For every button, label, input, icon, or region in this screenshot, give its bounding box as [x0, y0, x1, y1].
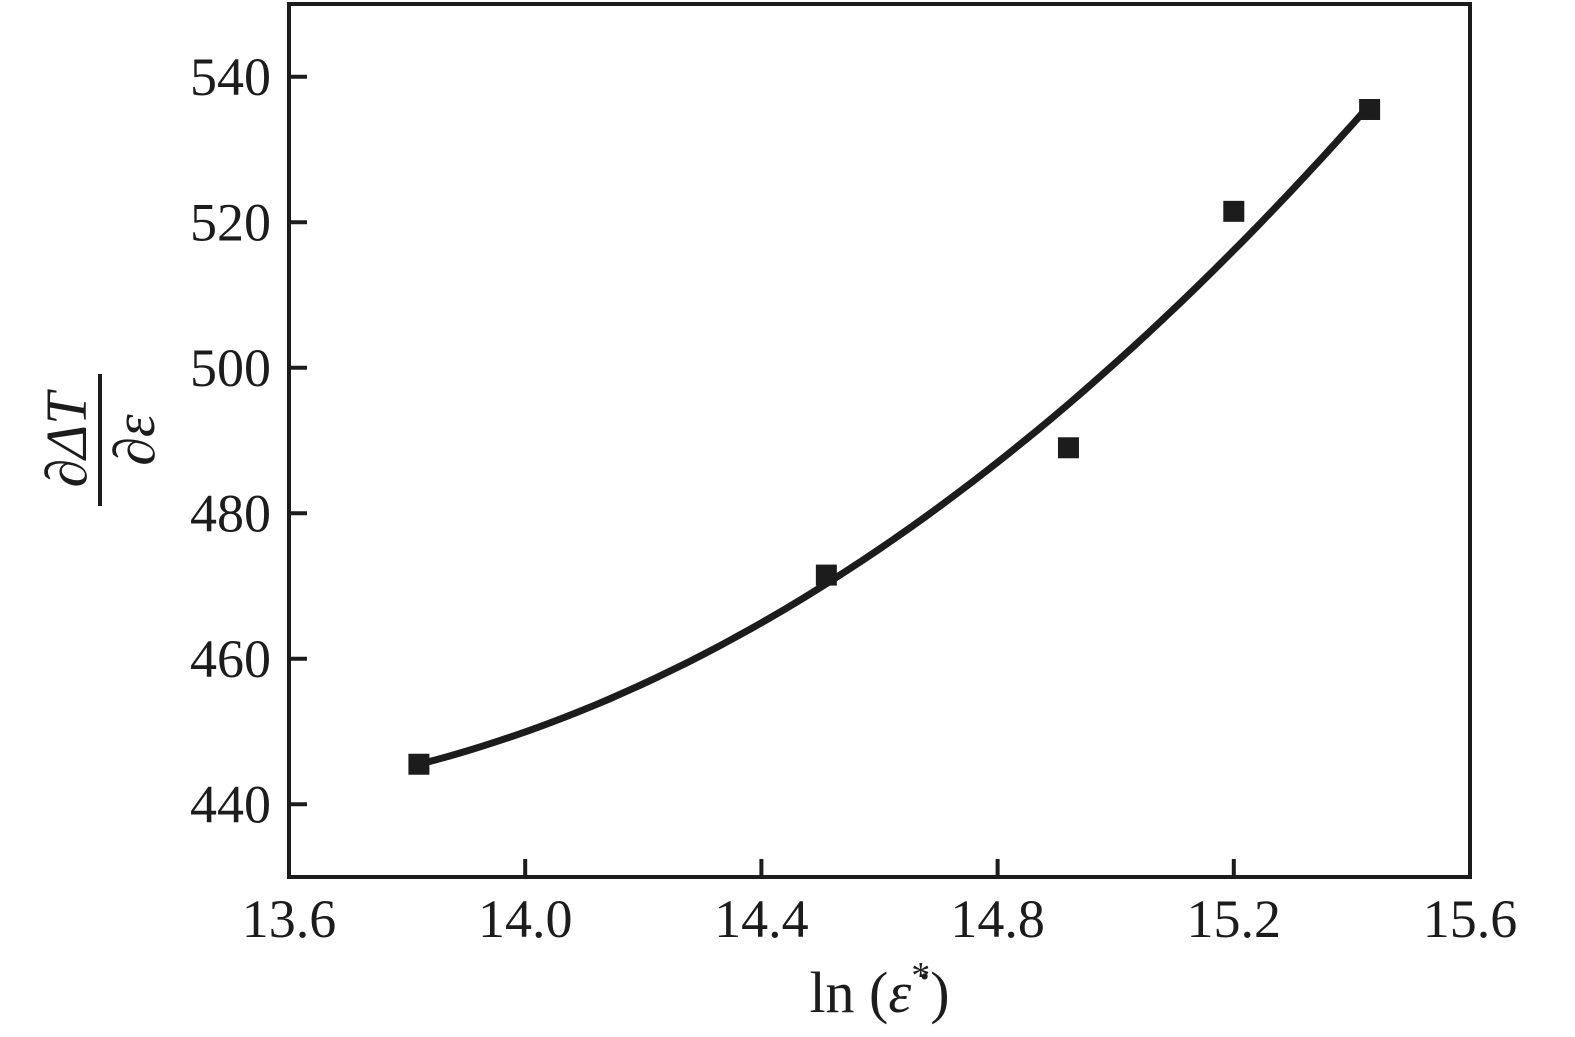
y-tick-label: 440: [190, 774, 271, 834]
y-tick-label: 520: [190, 192, 271, 252]
x-tick-label: 14.4: [714, 889, 809, 949]
y-tick-label: 460: [190, 629, 271, 689]
y-axis-label-denominator: ∂ε: [102, 414, 167, 466]
y-axis-label-numerator: ∂ΔT: [34, 389, 99, 488]
x-tick-label: 15.2: [1187, 889, 1282, 949]
x-tick-label: 13.6: [242, 889, 337, 949]
fit-curve-line: [415, 101, 1374, 768]
data-point-marker: [1359, 98, 1381, 120]
x-tick-label: 14.0: [478, 889, 573, 949]
plot-frame: [287, 2, 1472, 879]
x-tick-label: 15.6: [1423, 889, 1518, 949]
y-tick-label: 500: [190, 338, 271, 398]
y-tick-label: 540: [190, 47, 271, 107]
y-tick-label: 480: [190, 483, 271, 543]
data-point-marker: [1057, 437, 1079, 459]
x-axis-label: ln (ε̇*): [809, 955, 949, 1025]
data-point-marker: [1223, 200, 1245, 222]
data-point-marker: [815, 564, 837, 586]
x-tick-label: 14.8: [950, 889, 1045, 949]
data-point-marker: [408, 753, 430, 775]
y-axis-label: ∂ΔT ∂ε: [34, 374, 167, 506]
